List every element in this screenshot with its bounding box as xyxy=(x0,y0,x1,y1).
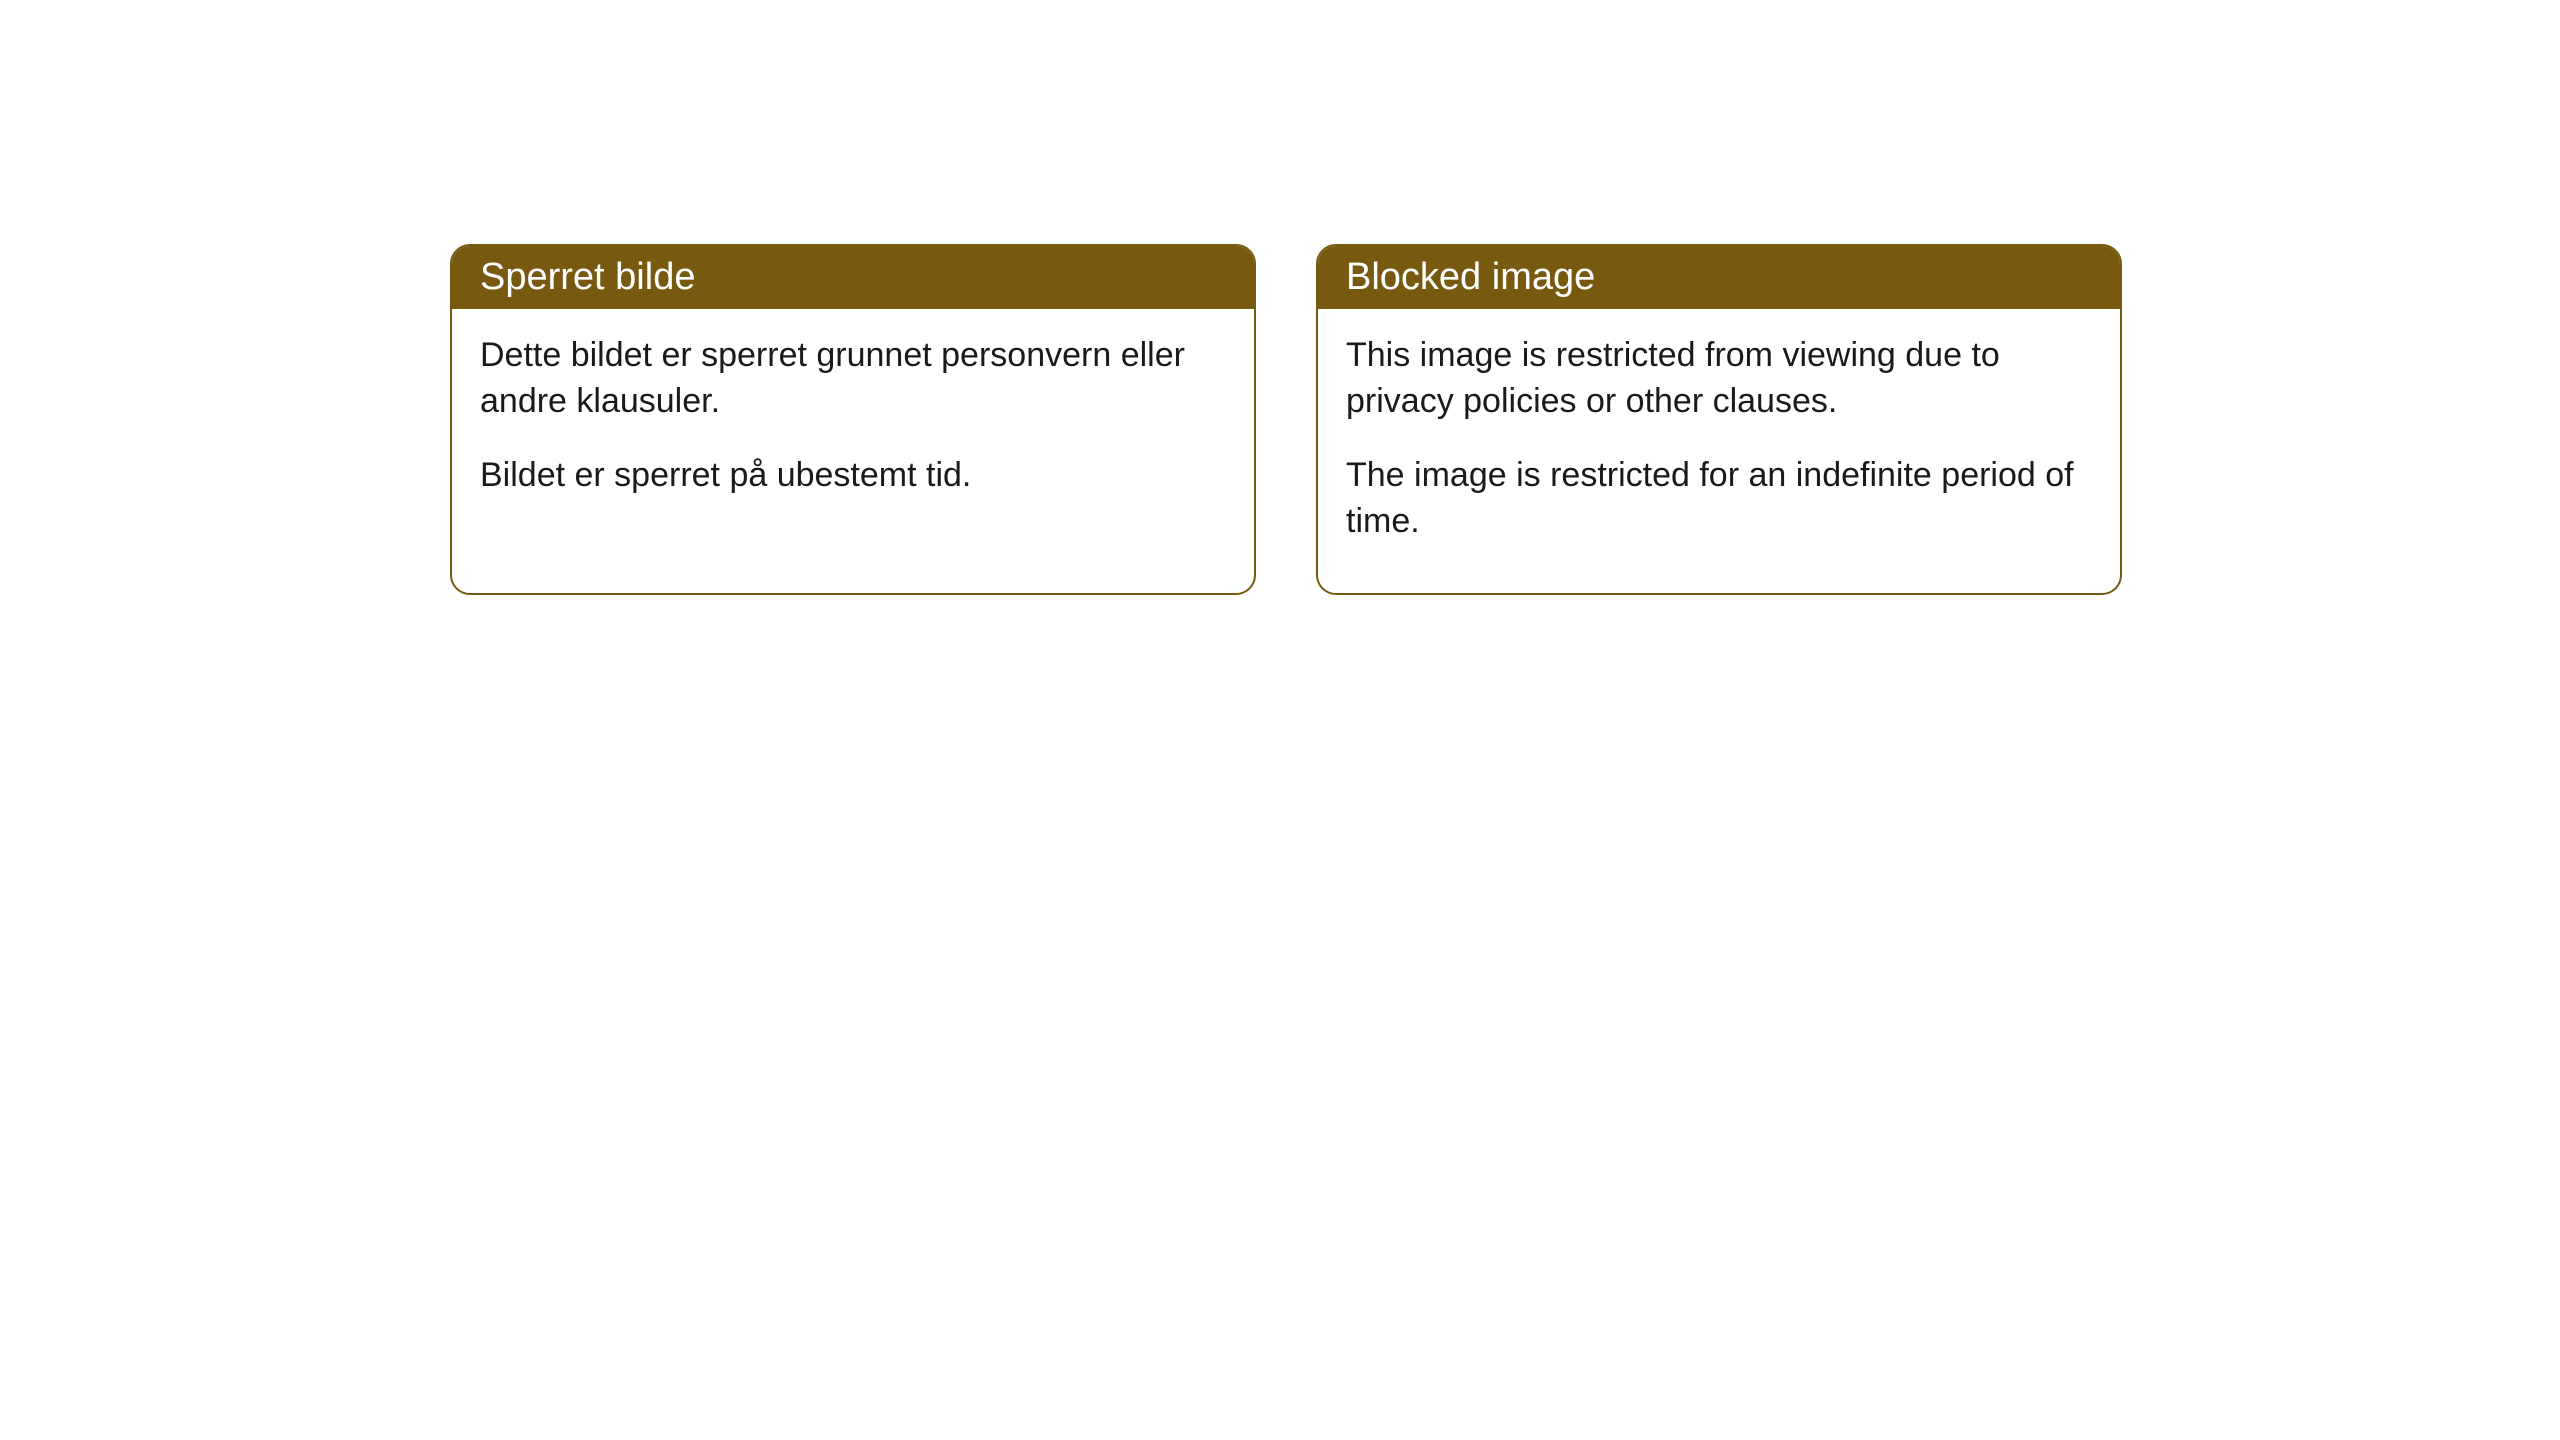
cards-container: Sperret bilde Dette bildet er sperret gr… xyxy=(450,244,2122,595)
card-header-english: Blocked image xyxy=(1318,246,2120,309)
card-paragraph-1-norwegian: Dette bildet er sperret grunnet personve… xyxy=(480,333,1226,425)
card-body-english: This image is restricted from viewing du… xyxy=(1318,309,2120,593)
card-paragraph-2-english: The image is restricted for an indefinit… xyxy=(1346,453,2092,545)
card-header-norwegian: Sperret bilde xyxy=(452,246,1254,309)
blocked-image-card-english: Blocked image This image is restricted f… xyxy=(1316,244,2122,595)
card-paragraph-2-norwegian: Bildet er sperret på ubestemt tid. xyxy=(480,453,1226,499)
card-body-norwegian: Dette bildet er sperret grunnet personve… xyxy=(452,309,1254,547)
card-paragraph-1-english: This image is restricted from viewing du… xyxy=(1346,333,2092,425)
blocked-image-card-norwegian: Sperret bilde Dette bildet er sperret gr… xyxy=(450,244,1256,595)
